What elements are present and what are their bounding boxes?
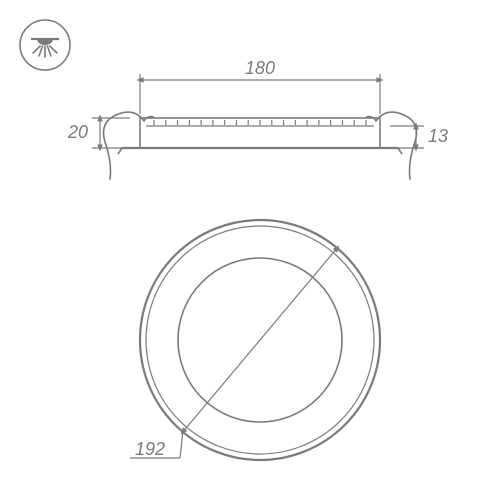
side-profile: 180 20 13 [67,58,448,179]
dim-height-right-label: 13 [428,126,448,146]
diameter-line [183,248,337,432]
plan-view: 192 [130,220,380,460]
spring-clip [104,112,144,179]
downlight-icon [20,20,70,70]
dim-height-left-label: 20 [67,122,88,142]
dim-diameter-label: 192 [135,439,165,459]
technical-drawing: 180 20 13 192 [0,0,500,500]
dim-width-label: 180 [245,58,275,78]
spring-clip [376,112,416,179]
